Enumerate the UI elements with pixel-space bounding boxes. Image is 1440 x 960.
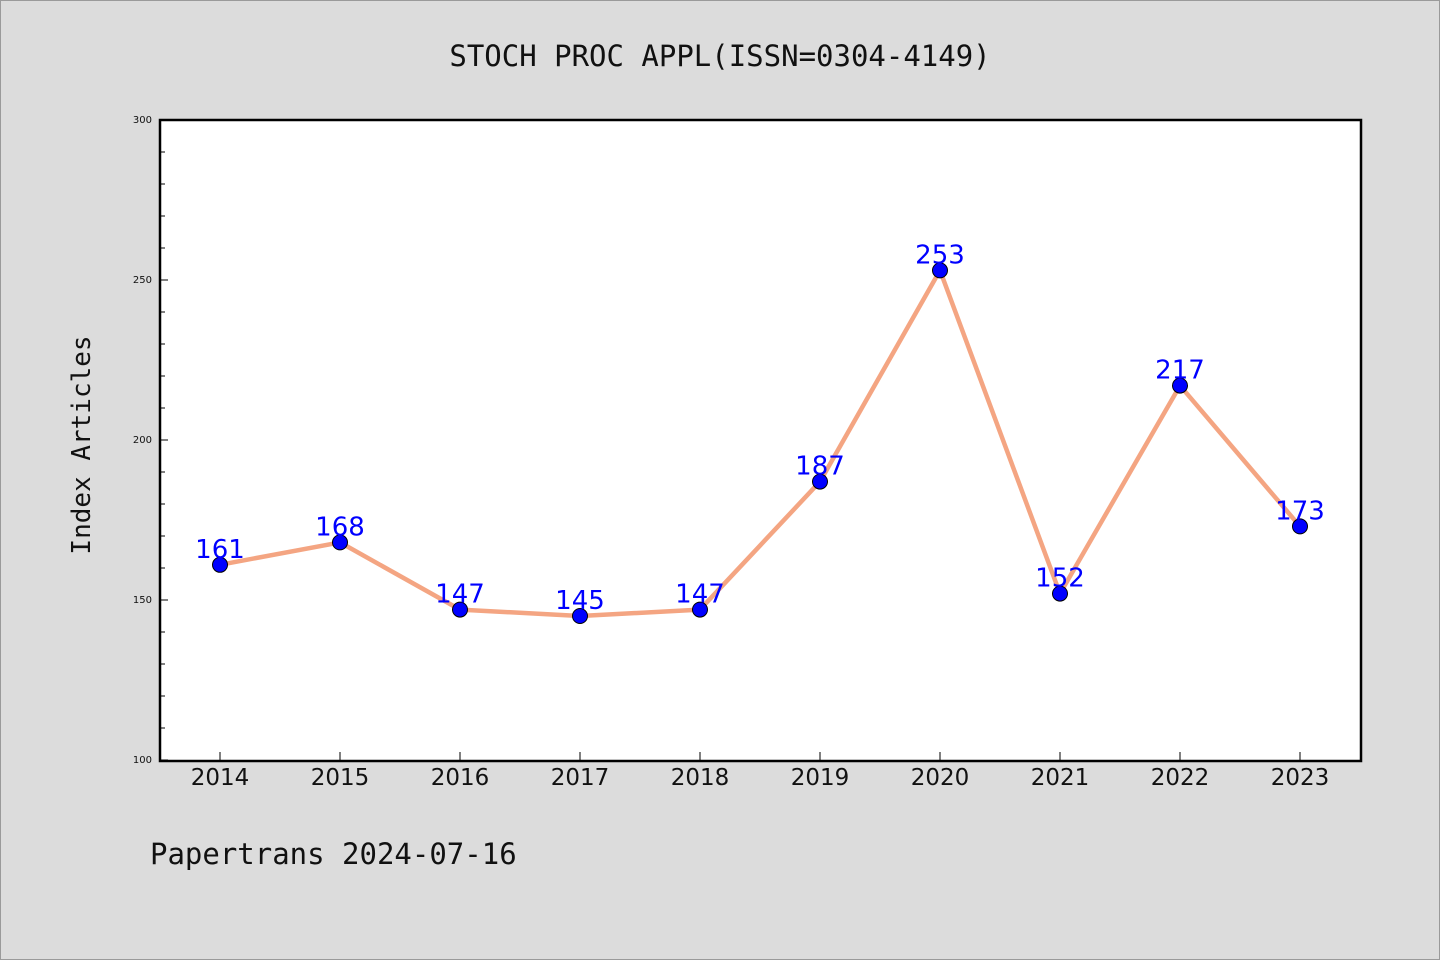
x-tick-label: 2023 (1271, 765, 1330, 791)
x-tick-label: 2015 (311, 765, 370, 791)
y-tick-label: 150 (133, 595, 152, 606)
data-point (212, 556, 228, 573)
y-tick-label: 200 (133, 435, 152, 446)
chart-title: STOCH PROC APPL(ISSN=0304-4149) (449, 39, 990, 73)
data-label: 253 (915, 240, 965, 270)
x-tick-label: 2018 (671, 765, 730, 791)
y-axis-label: Index Articles (67, 335, 97, 554)
data-point (332, 534, 348, 551)
data-point (1292, 518, 1308, 535)
data-label: 187 (795, 452, 845, 482)
data-label: 217 (1155, 356, 1205, 386)
axes: 100 150 200 250 300 2014 2015 2016 2017 2018 2019 2… (133, 115, 1329, 791)
data-label: 145 (555, 586, 605, 616)
data-point (572, 608, 588, 624)
y-tick-label: 100 (133, 755, 152, 766)
footer-credit: Papertrans 2024-07-16 (150, 837, 517, 871)
data-point (452, 601, 468, 618)
x-tick-label: 2021 (1031, 765, 1090, 791)
x-tick-label: 2020 (911, 765, 970, 791)
x-tick-label: 2022 (1151, 765, 1210, 791)
x-tick-label: 2014 (191, 765, 250, 791)
data-label: 168 (315, 512, 365, 542)
data-point (812, 473, 828, 490)
y-tick-label: 250 (133, 275, 152, 286)
data-label: 161 (195, 535, 245, 565)
data-point (1052, 585, 1068, 602)
data-label: 173 (1275, 496, 1325, 526)
series-layer (212, 262, 1308, 624)
x-tick-label: 2016 (431, 765, 490, 791)
series-line (217, 268, 1303, 619)
data-label: 152 (1035, 564, 1085, 594)
y-tick-label: 300 (133, 115, 152, 126)
data-point (932, 262, 948, 279)
data-label: 147 (435, 580, 485, 610)
data-point (1172, 377, 1188, 394)
data-point (692, 601, 708, 618)
x-tick-label: 2019 (791, 765, 850, 791)
x-tick-label: 2017 (551, 765, 610, 791)
plot-area (160, 120, 1361, 761)
data-label: 147 (675, 580, 725, 610)
plot-border (158, 118, 1363, 763)
data-labels: 161 168 147 145 147 187 253 152 217 173 (195, 240, 1325, 616)
